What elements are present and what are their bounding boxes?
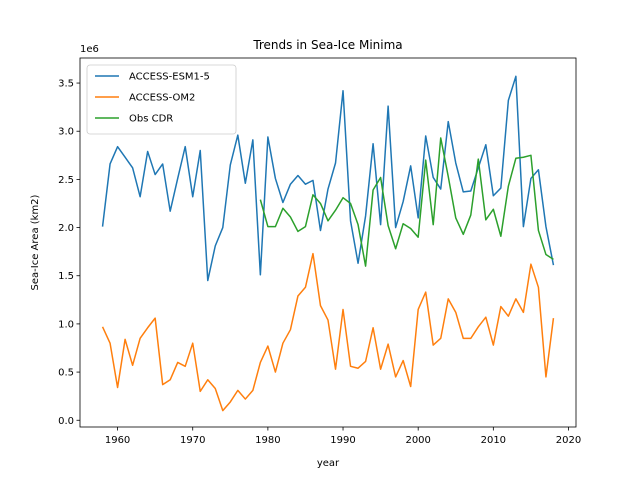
x-tick-label: 2000	[405, 435, 430, 446]
x-tick-label: 1970	[180, 435, 205, 446]
legend: ACCESS-ESM1-5 ACCESS-OM2 Obs CDR	[86, 64, 237, 135]
series-line-2	[259, 137, 554, 267]
series-line-0	[101, 75, 555, 282]
y-tick-label: 0.0	[58, 416, 74, 427]
y-axis-offset-label: 1e6	[80, 44, 99, 55]
x-tick-label: 1980	[255, 435, 280, 446]
y-tick-label: 1.0	[58, 319, 74, 330]
y-tick-label: 2.0	[58, 223, 74, 234]
series-lines	[101, 75, 555, 412]
legend-label-0: ACCESS-ESM1-5	[129, 72, 210, 83]
legend-box	[86, 64, 237, 135]
chart-title: Trends in Sea-Ice Minima	[252, 38, 402, 52]
x-tick-label: 1990	[330, 435, 355, 446]
series-line-1	[101, 252, 555, 412]
y-tick-label: 0.5	[58, 368, 74, 379]
legend-label-2: Obs CDR	[129, 114, 173, 125]
y-tick-label: 1.5	[58, 271, 74, 282]
y-tick-label: 2.5	[58, 175, 74, 186]
y-axis-label: Sea-Ice Area (km2)	[30, 194, 41, 290]
legend-label-1: ACCESS-OM2	[129, 93, 195, 104]
x-tick-label: 2010	[481, 435, 506, 446]
x-tick-label: 2020	[556, 435, 581, 446]
y-tick-label: 3.5	[58, 79, 74, 90]
y-axis-ticks: 0.0 0.5 1.0 1.5 2.0 2.5 3.0 3.5	[58, 79, 80, 427]
x-tick-label: 1960	[105, 435, 130, 446]
x-axis-ticks: 1960 1970 1980 1990 2000 2010 2020	[105, 427, 581, 446]
y-tick-label: 3.0	[58, 127, 74, 138]
x-axis-label: year	[317, 458, 340, 469]
plot-frame	[79, 57, 577, 428]
